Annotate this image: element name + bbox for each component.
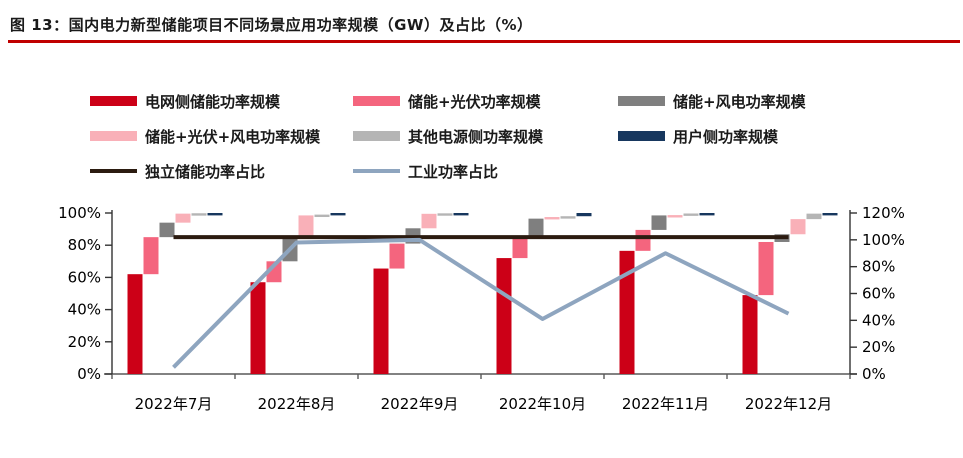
y-left-tick-label: 60% [68, 268, 101, 286]
page-title: 图 13：国内电力新型储能项目不同场景应用功率规模（GW）及占比（%） [10, 16, 533, 34]
y-right-tick-label: 120% [862, 204, 905, 222]
bar-segment [528, 218, 544, 239]
bar-segment [619, 250, 635, 374]
bar-group-2022年11月 [619, 213, 715, 374]
bar-group-2022年10月 [496, 213, 592, 374]
bar-segment [651, 215, 667, 230]
bar-segment [191, 213, 207, 216]
bar-segment [437, 213, 453, 216]
legend-item-4: 其他电源侧功率规模 [353, 124, 543, 148]
bar-segment [298, 215, 314, 239]
bar-segment [127, 274, 143, 374]
legend-item-2: 储能+风电功率规模 [618, 89, 806, 113]
y-left-tick-label: 80% [68, 236, 101, 254]
legend-bar-swatch-icon [618, 96, 665, 106]
bar-segment [806, 213, 822, 220]
bar-segment [758, 241, 774, 296]
bar-segment [389, 243, 405, 269]
bar-segment [699, 213, 715, 216]
legend-item-label: 工业功率占比 [408, 162, 499, 181]
x-tick-label: 2022年7月 [135, 395, 213, 413]
legend-line-swatch-icon [90, 169, 137, 173]
y-left-tick-label: 100% [58, 204, 101, 222]
bar-group-2022年7月 [127, 213, 223, 374]
y-right-tick-label: 60% [862, 285, 895, 303]
bar-segment [790, 219, 806, 235]
legend-item-5: 用户侧功率规模 [618, 124, 778, 148]
bar-segment [175, 213, 191, 223]
title-underline [8, 40, 960, 43]
y-right-tick-label: 0% [862, 365, 886, 383]
legend-item-label: 其他电源侧功率规模 [408, 127, 544, 146]
legend-item-label: 储能+风电功率规模 [673, 92, 806, 111]
y-right-tick-label: 80% [862, 258, 895, 276]
bar-group-2022年9月 [373, 213, 469, 374]
bar-segment [635, 229, 651, 251]
line-industrial-ratio [172, 237, 790, 369]
legend-bar-swatch-icon [353, 96, 400, 106]
bar-segment [421, 213, 437, 229]
x-tick-label: 2022年12月 [745, 395, 832, 413]
bar-segment [544, 217, 560, 220]
x-tick-label: 2022年9月 [381, 395, 459, 413]
bar-segment [560, 216, 576, 219]
legend-bar-swatch-icon [90, 96, 137, 106]
x-tick-label: 2022年11月 [622, 395, 709, 413]
y-axis-left: 0% 20% 40% 60% 80% 100% [58, 204, 113, 383]
y-right-tick-label: 20% [862, 338, 895, 356]
legend-bar-swatch-icon [353, 131, 400, 141]
bar-segment [373, 268, 389, 374]
bar-segment [143, 237, 159, 275]
legend-bar-swatch-icon [90, 131, 137, 141]
legend-item-label: 用户侧功率规模 [673, 127, 779, 146]
bar-segment [330, 213, 346, 216]
bar-segment [667, 215, 683, 218]
legend-item-label: 储能+光伏功率规模 [408, 92, 541, 111]
y-left-tick-label: 20% [68, 333, 101, 351]
bar-segment [683, 213, 699, 216]
legend-item-7: 工业功率占比 [353, 159, 498, 183]
legend-item-label: 电网侧储能功率规模 [145, 92, 281, 111]
legend-item-label: 独立储能功率占比 [145, 162, 266, 181]
y-right-tick-label: 100% [862, 231, 905, 249]
bar-segment [207, 213, 223, 216]
legend-item-3: 储能+光伏+风电功率规模 [90, 124, 320, 148]
bar-segment [822, 213, 838, 216]
bar-segment [512, 238, 528, 259]
bar-segment [742, 295, 758, 374]
y-axis-right: 0% 20% 40% 60% 80% 100% 120% [849, 204, 905, 383]
x-tick-label: 2022年8月 [258, 395, 336, 413]
bar-segment [250, 282, 266, 374]
chart-legend: 电网侧储能功率规模 储能+光伏功率规模 储能+风电功率规模储能+光伏+风电功率规模 其… [0, 0, 963, 195]
y-left-tick-label: 40% [68, 301, 101, 319]
legend-item-label: 储能+光伏+风电功率规模 [145, 127, 321, 146]
y-right-tick-label: 40% [862, 311, 895, 329]
x-axis: 2022年7月 2022年8月 2022年9月 2022年10月 2022年11月 202… [104, 373, 857, 413]
legend-item-1: 储能+光伏功率规模 [353, 89, 541, 113]
bar-segment [159, 222, 175, 238]
legend-line-swatch-icon [353, 169, 400, 173]
legend-item-0: 电网侧储能功率规模 [90, 89, 280, 113]
legend-bar-swatch-icon [618, 131, 665, 141]
bar-segment [453, 213, 469, 216]
legend-item-6: 独立储能功率占比 [90, 159, 265, 183]
bar-segment [496, 258, 512, 374]
x-tick-label: 2022年10月 [499, 395, 586, 413]
bar-segment [314, 214, 330, 218]
bar-segment [576, 213, 592, 217]
y-left-tick-label: 0% [77, 365, 101, 383]
